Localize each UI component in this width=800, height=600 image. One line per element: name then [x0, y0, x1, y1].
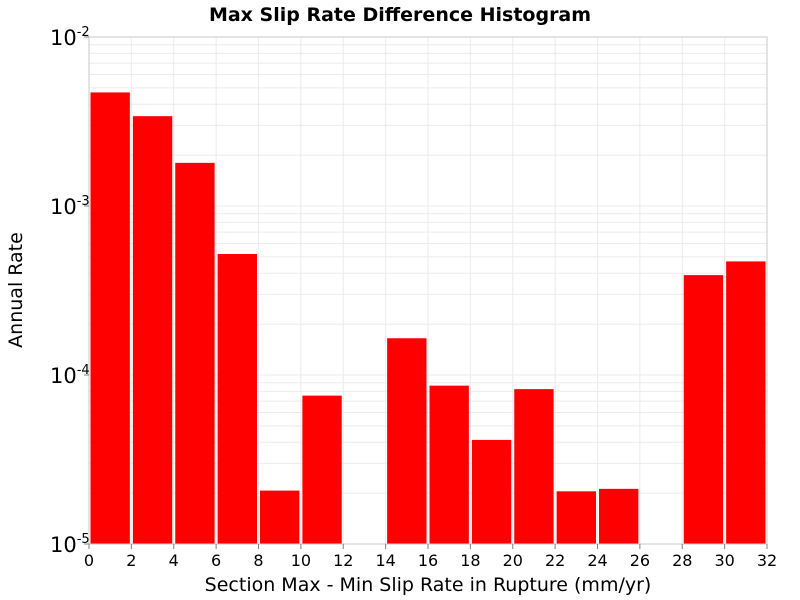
x-tick-label: 30 — [714, 551, 734, 570]
bar — [599, 488, 639, 544]
chart-title: Max Slip Rate Difference Histogram — [209, 4, 591, 26]
y-tick-label: 10-2 — [50, 25, 90, 50]
x-tick-label: 6 — [211, 551, 221, 570]
bar — [132, 116, 173, 545]
y-tick-label: 10-5 — [50, 532, 90, 557]
bar — [726, 261, 766, 544]
x-axis-ticks: 0 2 4 6 8 10 12 14 16 18 20 22 24 26 28 30 32 — [84, 544, 777, 570]
y-tick-label: 10-4 — [50, 363, 90, 388]
x-tick-label: 16 — [418, 551, 438, 570]
bar — [471, 439, 512, 544]
x-tick-label: 28 — [672, 551, 692, 570]
bar — [90, 92, 130, 544]
bar — [429, 385, 469, 544]
bar — [387, 338, 427, 544]
bar — [683, 275, 724, 544]
x-tick-label: 22 — [545, 551, 565, 570]
bar — [556, 491, 596, 544]
y-tick-label: 10-3 — [50, 194, 90, 219]
bar — [302, 395, 342, 544]
x-tick-label: 14 — [375, 551, 395, 570]
x-tick-label: 10 — [291, 551, 311, 570]
x-tick-label: 0 — [84, 551, 94, 570]
y-axis-ticks: 10-5 10-4 10-3 10-2 — [50, 25, 90, 557]
x-tick-label: 4 — [169, 551, 179, 570]
bar — [175, 162, 215, 544]
x-tick-label: 2 — [126, 551, 136, 570]
x-tick-label: 32 — [757, 551, 777, 570]
x-tick-label: 18 — [460, 551, 480, 570]
x-tick-label: 26 — [630, 551, 650, 570]
bars — [90, 92, 766, 545]
x-tick-label: 12 — [333, 551, 353, 570]
x-axis-label: Section Max - Min Slip Rate in Rupture (… — [205, 574, 652, 596]
x-tick-label: 8 — [253, 551, 263, 570]
bar — [217, 253, 257, 545]
x-tick-label: 20 — [503, 551, 523, 570]
y-axis-label: Annual Rate — [5, 232, 27, 348]
bar — [514, 389, 554, 544]
x-tick-label: 24 — [587, 551, 607, 570]
bar — [260, 490, 300, 544]
